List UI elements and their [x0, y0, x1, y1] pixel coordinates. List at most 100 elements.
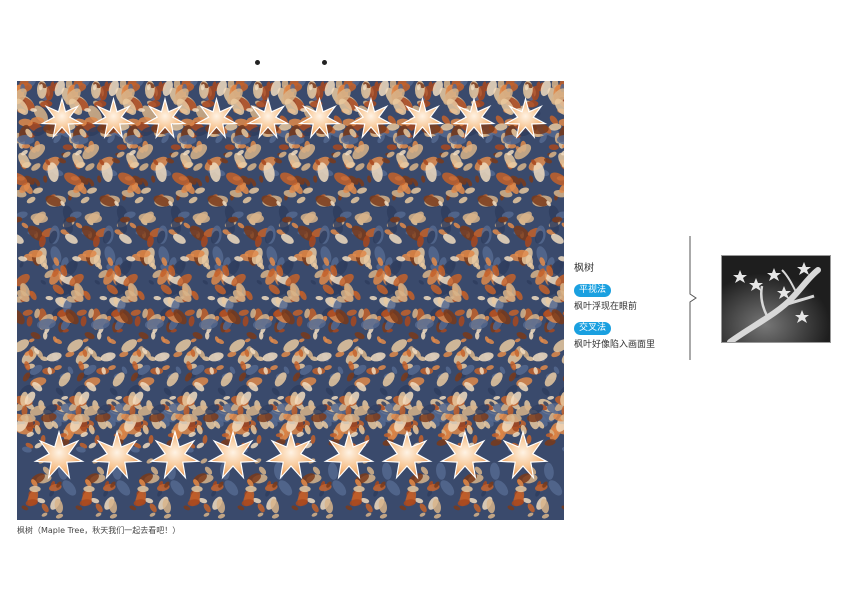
texture-leaf	[102, 230, 112, 244]
texture-leaf	[548, 480, 563, 496]
texture-leaf	[17, 233, 24, 244]
texture-leaf	[162, 498, 171, 514]
texture-leaf	[410, 187, 422, 194]
texture-leaf	[47, 162, 59, 182]
texture-leaf	[512, 315, 519, 327]
texture-leaf	[147, 82, 155, 89]
texture-leaf	[534, 230, 544, 244]
texture-leaf	[214, 284, 226, 295]
texture-leaf	[512, 431, 520, 438]
texture-leaf	[352, 349, 358, 357]
texture-leaf	[119, 233, 132, 244]
texture-leaf	[394, 290, 408, 302]
texture-leaf	[525, 82, 533, 89]
texture-leaf	[85, 479, 92, 487]
texture-leaf	[548, 123, 562, 131]
texture-leaf	[362, 235, 370, 248]
texture-leaf	[286, 290, 300, 302]
texture-leaf	[322, 268, 329, 278]
texture-leaf	[440, 480, 455, 496]
texture-leaf	[108, 498, 117, 514]
texture-leaf	[75, 222, 83, 229]
texture-leaf	[92, 235, 100, 248]
maple-leaf-star-icon	[149, 429, 201, 480]
texture-leaf	[84, 332, 95, 340]
texture-leaf	[108, 81, 119, 97]
texture-leaf	[507, 405, 514, 417]
maple-leaf-star-icon	[33, 429, 85, 480]
texture-leaf	[133, 128, 141, 138]
texture-leaf	[411, 211, 424, 224]
texture-leaf	[386, 123, 400, 131]
texture-leaf	[360, 318, 380, 330]
texture-leaf	[216, 365, 224, 371]
texture-leaf	[140, 177, 149, 187]
texture-leaf	[346, 372, 355, 382]
texture-leaf	[406, 349, 412, 357]
texture-leaf	[103, 270, 115, 285]
texture-leaf	[539, 257, 546, 266]
texture-leaf	[393, 273, 408, 287]
texture-leaf	[87, 105, 102, 123]
texture-leaf	[453, 143, 463, 149]
texture-leaf	[290, 413, 306, 423]
texture-leaf	[247, 163, 257, 171]
texture-leaf	[269, 257, 276, 266]
texture-leaf	[234, 118, 249, 127]
texture-leaf	[270, 338, 279, 345]
texture-leaf	[190, 349, 196, 357]
texture-leaf	[387, 115, 397, 125]
texture-leaf	[162, 81, 173, 97]
texture-leaf	[437, 433, 445, 438]
texture-leaf	[194, 382, 205, 392]
texture-leaf	[423, 295, 432, 301]
texture-leaf	[335, 216, 347, 223]
texture-leaf	[41, 512, 48, 517]
texture-leaf	[212, 246, 224, 264]
texture-leaf	[207, 295, 216, 301]
texture-leaf	[465, 347, 472, 355]
texture-leaf	[97, 404, 112, 415]
texture-leaf	[181, 96, 197, 111]
texture-leaf	[231, 273, 246, 287]
texture-leaf	[196, 308, 202, 319]
texture-leaf	[21, 143, 31, 149]
texture-leaf	[353, 485, 365, 493]
texture-leaf	[23, 184, 33, 194]
texture-leaf	[285, 273, 300, 287]
texture-leaf	[507, 143, 517, 149]
texture-leaf	[259, 404, 274, 415]
texture-leaf	[138, 108, 145, 112]
texture-leaf	[87, 347, 94, 355]
texture-leaf	[522, 318, 542, 330]
texture-leaf	[441, 115, 451, 125]
texture-leaf	[266, 81, 271, 88]
texture-leaf	[507, 505, 515, 511]
texture-leaf	[109, 513, 118, 519]
texture-leaf	[229, 366, 236, 374]
texture-leaf	[423, 195, 440, 207]
texture-leaf	[252, 318, 272, 330]
texture-leaf	[410, 382, 421, 392]
texture-leaf	[271, 387, 280, 396]
texture-leaf	[515, 485, 527, 493]
texture-leaf	[230, 98, 245, 115]
texture-leaf	[378, 81, 389, 97]
texture-leaf	[428, 81, 433, 88]
texture-leaf	[237, 405, 244, 417]
texture-leaf	[377, 257, 384, 266]
texture-leaf	[284, 98, 299, 115]
texture-leaf	[544, 158, 552, 164]
texture-leaf	[288, 256, 298, 262]
alignment-dot-left	[255, 60, 260, 65]
texture-leaf	[453, 505, 461, 511]
texture-leaf	[323, 134, 331, 144]
texture-leaf	[269, 134, 277, 144]
texture-leaf	[79, 499, 92, 507]
texture-leaf	[291, 143, 301, 149]
texture-leaf	[486, 365, 494, 371]
texture-leaf	[53, 134, 61, 144]
texture-leaf	[213, 421, 221, 429]
texture-leaf	[291, 161, 302, 168]
texture-leaf	[356, 382, 367, 392]
